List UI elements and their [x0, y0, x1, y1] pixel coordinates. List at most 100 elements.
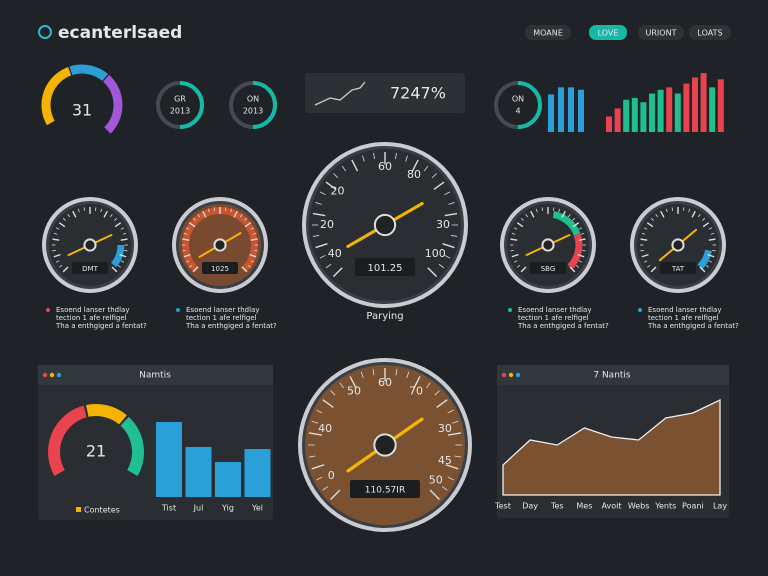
- nav-button[interactable]: [689, 25, 731, 40]
- gauge-band: [567, 233, 583, 270]
- x-tick-label: Tes: [550, 502, 564, 511]
- bar: [657, 89, 664, 132]
- gauge-tick: [665, 208, 668, 213]
- gauge-tick: [53, 253, 61, 258]
- panel-title: Namtis: [139, 371, 171, 381]
- gauge-readout-text: 110.57IR: [365, 486, 405, 496]
- gauge-tick: [77, 208, 80, 213]
- gauge-tick: [59, 264, 63, 268]
- nav-label[interactable]: LOVE: [598, 29, 619, 38]
- gauge-tick: [372, 368, 375, 376]
- note-dot: [508, 308, 512, 312]
- gauge-tick: [447, 409, 454, 414]
- window-dot: [508, 372, 514, 378]
- nav-label[interactable]: URIONT: [646, 29, 677, 38]
- gauge-hub: [373, 433, 397, 457]
- nav-button[interactable]: [589, 25, 627, 40]
- gauge-tick: [67, 214, 71, 218]
- gauge-tick: [395, 152, 397, 160]
- gauge-tick: [114, 222, 122, 228]
- gauge-tick-label: 80: [407, 168, 421, 181]
- gauge-tick: [707, 253, 715, 258]
- bar: [674, 93, 681, 132]
- x-tick-label: Poani: [682, 502, 704, 511]
- gauge-readout: [530, 262, 566, 274]
- gauge-tick: [561, 210, 566, 218]
- gauge-readout-text: 101.25: [368, 263, 403, 274]
- gauge-tick: [520, 217, 524, 221]
- x-tick-label: Webs: [628, 502, 650, 511]
- gauge-tick: [423, 165, 429, 172]
- gauge-tick: [580, 232, 585, 235]
- gauge-tick-label: 50: [347, 384, 361, 397]
- gauge-readout-text: 1025: [211, 265, 229, 273]
- gauge-tick: [325, 181, 337, 190]
- gauge-tick: [578, 238, 586, 241]
- gauge-band: [697, 249, 712, 270]
- gauge-tick: [111, 266, 118, 273]
- gauge-tick: [691, 210, 696, 218]
- gauge-tick: [119, 253, 127, 258]
- gauge-tick: [330, 489, 341, 500]
- logo-icon: [38, 25, 52, 39]
- gauge-tick: [213, 207, 215, 211]
- gauge-tick: [192, 217, 196, 221]
- gauge-tick: [182, 250, 186, 252]
- note-line: tection 1 afe relfigel: [518, 314, 589, 322]
- gauge-tick: [426, 382, 431, 389]
- gauge-tick: [708, 238, 716, 241]
- gauge-tick: [511, 253, 519, 258]
- gauge-tick: [103, 210, 108, 218]
- x-tick-label: Day: [522, 502, 538, 511]
- gauge-tick: [308, 432, 323, 436]
- gauge-tick: [62, 266, 69, 273]
- panel-header: [38, 365, 273, 385]
- legend-label: Contetes: [84, 506, 120, 515]
- stat: 7247%: [390, 84, 446, 103]
- gauge-tick: [360, 371, 364, 379]
- ring-arc: [517, 81, 542, 129]
- gauge-tick: [447, 476, 454, 481]
- gauge-tick: [95, 207, 97, 211]
- gauge-tick: [319, 254, 326, 259]
- donut-segment: [102, 74, 123, 134]
- nav-label[interactable]: LOATS: [697, 29, 722, 38]
- nav-button[interactable]: [638, 25, 684, 40]
- gauge-tick: [185, 227, 190, 230]
- bar: [700, 73, 707, 132]
- gauge-tick: [431, 173, 437, 179]
- gauge-tick: [436, 399, 448, 409]
- gauge-tick: [433, 181, 445, 190]
- gauge-tick-label: 20: [320, 218, 334, 231]
- gauge-tick: [641, 232, 646, 235]
- gauge-tick: [109, 214, 113, 218]
- gauge-hub: [373, 213, 397, 237]
- gauge-tick: [575, 264, 579, 268]
- gauge-tick: [572, 222, 580, 228]
- gauge-tick: [83, 207, 85, 211]
- gauge-tick: [441, 486, 448, 491]
- gauge-tick: [315, 243, 328, 249]
- gauge-tick: [569, 266, 576, 273]
- panel-header: [497, 365, 729, 385]
- gauge-tick: [188, 222, 196, 228]
- nav-button[interactable]: [525, 25, 571, 40]
- gauge-tick: [117, 264, 121, 268]
- bar: [185, 447, 212, 497]
- gauge-tick: [52, 238, 60, 241]
- gauge-tick: [233, 210, 238, 218]
- gauge-hub: [541, 238, 555, 252]
- gauge-tick: [308, 455, 316, 458]
- bar: [640, 102, 647, 132]
- gauge-tick: [341, 165, 347, 172]
- gauge-tick: [230, 208, 233, 213]
- gauge-tick: [319, 191, 326, 196]
- gauge-tick: [244, 222, 252, 228]
- note-line: Tha a enthgiged a fentat?: [185, 322, 277, 330]
- donut-value: 31: [72, 101, 92, 120]
- note-line: Tha a enthgiged a fentat?: [647, 322, 739, 330]
- area: [502, 398, 721, 496]
- gauge-tick: [535, 208, 538, 213]
- nav-label[interactable]: MOANE: [533, 29, 563, 38]
